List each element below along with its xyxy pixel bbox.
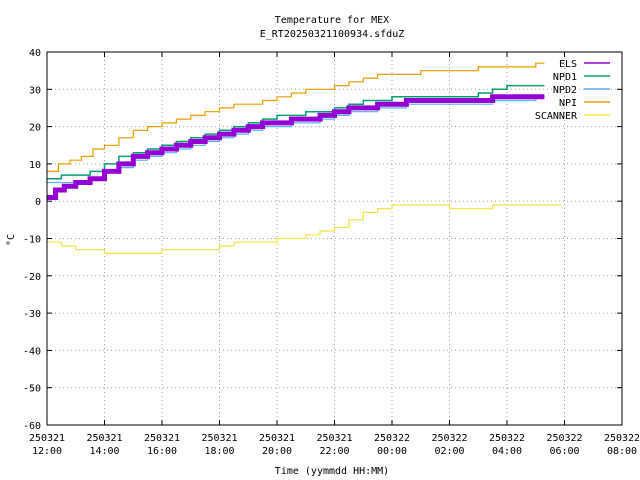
y-tick-label: -20 [23, 272, 41, 283]
x-tick-date: 250321 [259, 433, 295, 444]
y-tick-label: 0 [35, 197, 41, 208]
x-tick-date: 250321 [86, 433, 122, 444]
legend-label-els: ELS [559, 59, 577, 70]
series-npd2-line [47, 96, 545, 184]
chart-title: Temperature for MEX [275, 15, 389, 26]
y-tick-label: 40 [29, 48, 41, 59]
series-layer [47, 62, 562, 254]
x-tick-date: 250321 [29, 433, 65, 444]
y-tick-label: -50 [23, 384, 41, 395]
y-tick-label: -40 [23, 346, 41, 357]
y-tick-label: -30 [23, 309, 41, 320]
x-tick-date: 250322 [546, 433, 582, 444]
x-tick-time: 04:00 [492, 446, 522, 457]
y-tick-label: -10 [23, 235, 41, 246]
x-tick-date: 250322 [431, 433, 467, 444]
legend-label-npd1: NPD1 [553, 72, 577, 83]
axis-ticks: 403020100-10-20-30-40-50-6025032112:0025… [23, 48, 640, 457]
series-els-line [47, 94, 545, 200]
x-tick-time: 22:00 [319, 446, 349, 457]
x-tick-time: 12:00 [32, 446, 62, 457]
x-axis-label: Time (yymmdd HH:MM) [275, 466, 389, 477]
x-tick-date: 250321 [316, 433, 352, 444]
legend-label-npi: NPI [559, 98, 577, 109]
x-tick-date: 250321 [201, 433, 237, 444]
y-axis-label: °C [6, 234, 17, 246]
x-tick-time: 14:00 [89, 446, 119, 457]
chart-subtitle: E_RT20250321100934.sfduZ [260, 29, 405, 40]
x-tick-time: 16:00 [147, 446, 177, 457]
legend: ELS NPD1 NPD2 NPI SCANNER [535, 59, 610, 122]
x-tick-time: 06:00 [549, 446, 579, 457]
x-tick-date: 250322 [489, 433, 525, 444]
x-tick-time: 00:00 [377, 446, 407, 457]
legend-label-scanner: SCANNER [535, 111, 578, 122]
y-tick-label: 20 [29, 123, 41, 134]
series-scanner-line [47, 204, 562, 254]
y-tick-label: 30 [29, 85, 41, 96]
x-tick-time: 20:00 [262, 446, 292, 457]
y-tick-label: 10 [29, 160, 41, 171]
plot-frame [46, 51, 623, 426]
x-tick-time: 08:00 [607, 446, 637, 457]
legend-label-npd2: NPD2 [553, 85, 577, 96]
y-tick-label: -60 [23, 421, 41, 432]
x-tick-date: 250322 [604, 433, 640, 444]
x-tick-time: 02:00 [434, 446, 464, 457]
x-tick-date: 250322 [374, 433, 410, 444]
series-npd1-line [47, 84, 545, 180]
x-tick-time: 18:00 [204, 446, 234, 457]
x-tick-date: 250321 [144, 433, 180, 444]
series-npi-line [47, 62, 545, 172]
